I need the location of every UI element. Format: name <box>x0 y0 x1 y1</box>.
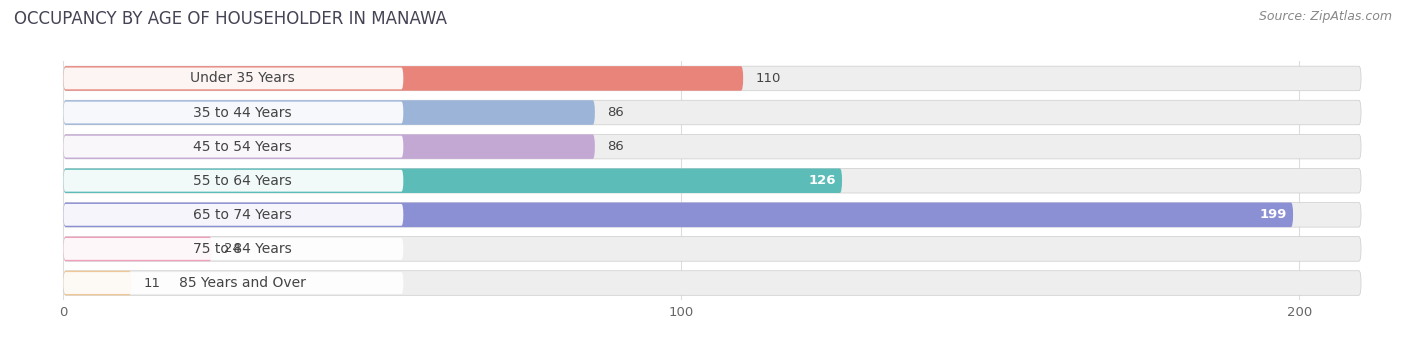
Text: Under 35 Years: Under 35 Years <box>190 71 295 86</box>
Text: OCCUPANCY BY AGE OF HOUSEHOLDER IN MANAWA: OCCUPANCY BY AGE OF HOUSEHOLDER IN MANAW… <box>14 10 447 28</box>
FancyBboxPatch shape <box>63 102 404 123</box>
Text: 199: 199 <box>1260 208 1286 221</box>
Text: 110: 110 <box>755 72 780 85</box>
FancyBboxPatch shape <box>63 271 1361 295</box>
Text: Source: ZipAtlas.com: Source: ZipAtlas.com <box>1258 10 1392 23</box>
FancyBboxPatch shape <box>63 272 404 294</box>
FancyBboxPatch shape <box>63 136 404 158</box>
FancyBboxPatch shape <box>63 238 404 260</box>
FancyBboxPatch shape <box>63 134 595 159</box>
Text: 35 to 44 Years: 35 to 44 Years <box>194 105 292 120</box>
Text: 86: 86 <box>607 140 624 153</box>
FancyBboxPatch shape <box>63 168 1361 193</box>
FancyBboxPatch shape <box>63 68 404 89</box>
Text: 65 to 74 Years: 65 to 74 Years <box>193 208 292 222</box>
FancyBboxPatch shape <box>63 66 1361 91</box>
FancyBboxPatch shape <box>63 170 404 192</box>
Text: 126: 126 <box>808 174 835 187</box>
Text: 55 to 64 Years: 55 to 64 Years <box>193 174 292 188</box>
FancyBboxPatch shape <box>63 100 595 125</box>
FancyBboxPatch shape <box>63 203 1361 227</box>
FancyBboxPatch shape <box>63 66 744 91</box>
FancyBboxPatch shape <box>63 134 1361 159</box>
FancyBboxPatch shape <box>63 204 404 226</box>
FancyBboxPatch shape <box>63 271 131 295</box>
Text: 86: 86 <box>607 106 624 119</box>
FancyBboxPatch shape <box>63 168 842 193</box>
FancyBboxPatch shape <box>63 100 1361 125</box>
Text: 45 to 54 Years: 45 to 54 Years <box>194 139 292 154</box>
FancyBboxPatch shape <box>63 237 1361 261</box>
Text: 75 to 84 Years: 75 to 84 Years <box>193 242 292 256</box>
FancyBboxPatch shape <box>63 203 1294 227</box>
Text: 24: 24 <box>224 242 240 255</box>
FancyBboxPatch shape <box>63 237 212 261</box>
Text: 85 Years and Over: 85 Years and Over <box>179 276 307 290</box>
Text: 11: 11 <box>143 277 160 290</box>
